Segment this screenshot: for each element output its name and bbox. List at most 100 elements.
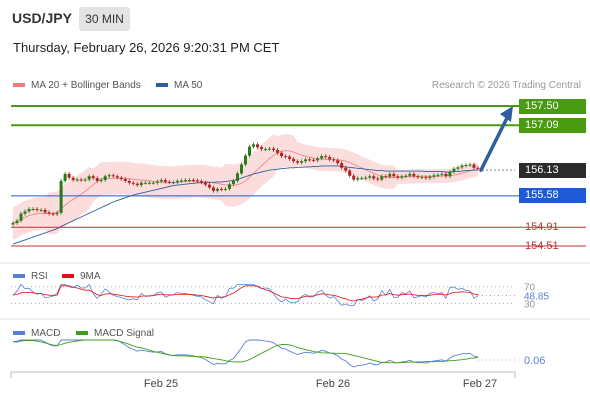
candle bbox=[35, 207, 39, 212]
candle bbox=[448, 170, 452, 179]
candle-body bbox=[456, 167, 460, 169]
level-lines bbox=[11, 105, 586, 247]
legend-macd-signal: MACD Signal bbox=[76, 328, 154, 339]
ma50-line bbox=[12, 165, 478, 245]
candle-body bbox=[328, 157, 332, 160]
candle bbox=[292, 157, 296, 164]
candle-body bbox=[388, 173, 392, 177]
candle-body bbox=[472, 164, 476, 168]
candle-body bbox=[404, 175, 408, 177]
legend-ma50: MA 50 bbox=[156, 80, 202, 91]
candle bbox=[19, 211, 23, 223]
candle-body bbox=[15, 220, 19, 224]
candle-body bbox=[416, 176, 420, 178]
candle bbox=[440, 172, 444, 177]
candle-body bbox=[280, 152, 284, 157]
legend-rsi-swatch bbox=[13, 274, 25, 279]
candle bbox=[43, 208, 47, 215]
candle-body bbox=[248, 146, 252, 156]
candle bbox=[67, 172, 71, 180]
candle-body bbox=[396, 176, 400, 178]
candle bbox=[380, 174, 384, 182]
candle bbox=[195, 178, 199, 184]
candle bbox=[55, 210, 59, 217]
candle-body bbox=[268, 148, 272, 150]
candle-body bbox=[296, 161, 300, 163]
candle-body bbox=[47, 212, 51, 214]
candle bbox=[332, 157, 336, 163]
candle-body bbox=[95, 178, 99, 181]
candle-body bbox=[292, 158, 296, 162]
candle bbox=[71, 175, 75, 182]
candle-body bbox=[239, 164, 243, 174]
bollinger-band-fill bbox=[13, 134, 478, 240]
candle-body bbox=[284, 156, 288, 158]
candle-body bbox=[171, 182, 175, 184]
candle-body bbox=[23, 211, 27, 214]
macd-signal-line bbox=[12, 339, 479, 364]
candle bbox=[87, 174, 91, 182]
candle bbox=[83, 177, 87, 182]
candle bbox=[320, 154, 324, 161]
candle bbox=[47, 210, 51, 216]
candle-body bbox=[304, 159, 308, 162]
candle bbox=[223, 187, 227, 192]
forecast-arrow bbox=[479, 106, 513, 172]
candle bbox=[75, 177, 79, 182]
candle bbox=[296, 159, 300, 165]
candle-body bbox=[448, 172, 452, 177]
candle-body bbox=[115, 176, 119, 178]
candle bbox=[468, 162, 472, 167]
candle bbox=[364, 175, 368, 180]
rsi-level-label: 30 bbox=[524, 299, 536, 310]
candle-body bbox=[203, 182, 207, 185]
candle-body bbox=[207, 184, 211, 188]
candle-body bbox=[219, 188, 223, 190]
candle bbox=[344, 165, 348, 173]
candle bbox=[159, 178, 163, 184]
candle bbox=[91, 174, 95, 180]
candle bbox=[328, 155, 332, 162]
candle bbox=[456, 165, 460, 171]
candle bbox=[171, 180, 175, 185]
legend-bollinger: MA 20 + Bollinger Bands bbox=[13, 80, 141, 91]
candle bbox=[151, 180, 155, 185]
candle bbox=[476, 165, 480, 171]
legend-rsi-ma-swatch bbox=[62, 274, 74, 279]
macd-panel: 0.06 bbox=[12, 339, 545, 368]
candle bbox=[147, 180, 151, 185]
candle bbox=[276, 148, 280, 155]
candle-body bbox=[436, 174, 440, 176]
candle-body bbox=[87, 176, 91, 180]
candle bbox=[227, 182, 231, 191]
candle bbox=[400, 174, 404, 180]
candle-body bbox=[51, 213, 55, 215]
legend-rsi-label: RSI bbox=[31, 271, 48, 282]
candle bbox=[99, 178, 103, 183]
candle bbox=[143, 180, 147, 185]
candle-body bbox=[139, 182, 143, 186]
credit-label: Research © 2026 Trading Central bbox=[431, 80, 581, 91]
candle bbox=[119, 175, 123, 181]
candle-body bbox=[63, 173, 67, 181]
legend-ma50-swatch bbox=[156, 83, 168, 88]
candle bbox=[252, 142, 256, 149]
candle bbox=[27, 207, 31, 214]
candle-body bbox=[195, 180, 199, 182]
candle bbox=[215, 187, 219, 193]
candle-body bbox=[264, 149, 268, 151]
candle bbox=[175, 179, 179, 185]
candles bbox=[11, 142, 480, 227]
candle bbox=[444, 172, 448, 179]
candle bbox=[376, 176, 380, 182]
candle bbox=[63, 172, 67, 183]
timeframe-badge[interactable]: 30 MIN bbox=[79, 7, 130, 31]
candle-body bbox=[223, 188, 227, 190]
candle bbox=[23, 209, 27, 216]
candle-body bbox=[91, 176, 95, 179]
candle bbox=[396, 174, 400, 180]
price-tag-resistance: 157.50 bbox=[519, 98, 586, 114]
candle bbox=[155, 179, 159, 185]
candle-body bbox=[348, 170, 352, 176]
